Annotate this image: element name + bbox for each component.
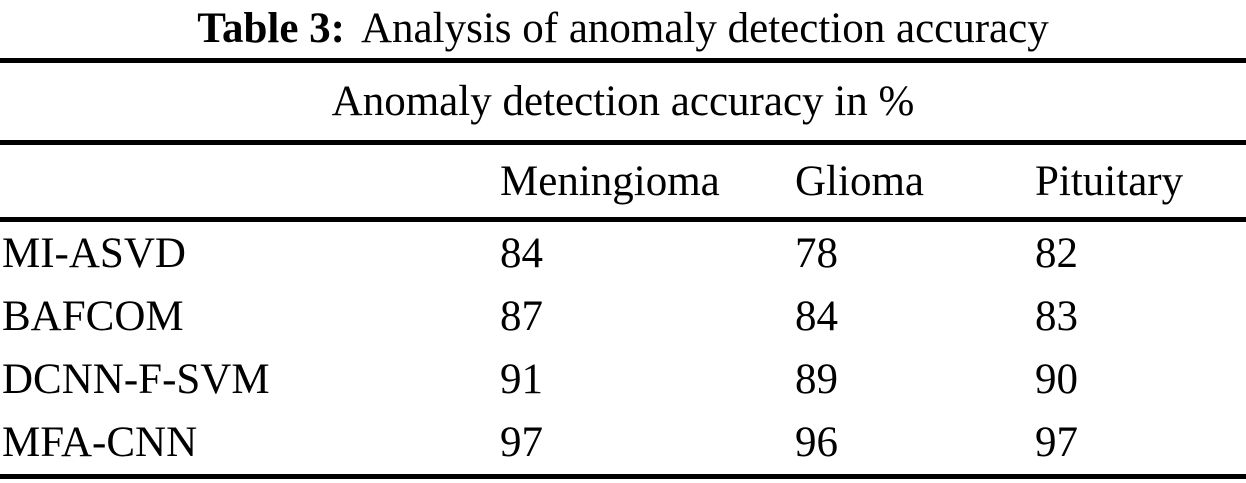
- value-cell: 97: [1035, 419, 1078, 466]
- value-cell: 83: [1035, 293, 1078, 340]
- value-cell: 84: [500, 230, 543, 277]
- value-cell: 97: [500, 419, 543, 466]
- value-cell: 87: [500, 293, 543, 340]
- table-row: MI-ASVD 84 78 82: [0, 222, 1246, 285]
- table-row: MFA-CNN 97 96 97: [0, 411, 1246, 474]
- method-cell: MI-ASVD: [2, 230, 186, 277]
- method-cell: BAFCOM: [2, 293, 184, 340]
- table-body: MI-ASVD 84 78 82 BAFCOM 87 84 83 DCNN-F-…: [0, 222, 1246, 474]
- method-cell: DCNN-F-SVM: [2, 356, 270, 403]
- table-row: BAFCOM 87 84 83: [0, 285, 1246, 348]
- value-cell: 91: [500, 356, 543, 403]
- spanning-header: Anomaly detection accuracy in %: [331, 78, 915, 125]
- method-cell: MFA-CNN: [2, 419, 198, 466]
- caption-text: Analysis of anomaly detection accuracy: [361, 5, 1049, 52]
- table-caption: Table 3: Analysis of anomaly detection a…: [0, 0, 1246, 58]
- top-rule: [0, 58, 1246, 63]
- value-cell: 84: [795, 293, 838, 340]
- header-cell-pituitary: Pituitary: [1035, 157, 1184, 205]
- table-row: DCNN-F-SVM 91 89 90: [0, 348, 1246, 411]
- value-cell: 82: [1035, 230, 1078, 277]
- header-cell-glioma: Glioma: [795, 157, 924, 205]
- header-bottom-rule: [0, 217, 1246, 222]
- value-cell: 78: [795, 230, 838, 277]
- value-cell: 90: [1035, 356, 1078, 403]
- column-header-row: Meningioma Glioma Pituitary: [0, 145, 1246, 217]
- caption-label: Table 3:: [197, 5, 345, 52]
- value-cell: 96: [795, 419, 838, 466]
- header-cell-meningioma: Meningioma: [500, 157, 720, 205]
- value-cell: 89: [795, 356, 838, 403]
- bottom-rule: [0, 474, 1246, 479]
- header-top-rule: [0, 140, 1246, 145]
